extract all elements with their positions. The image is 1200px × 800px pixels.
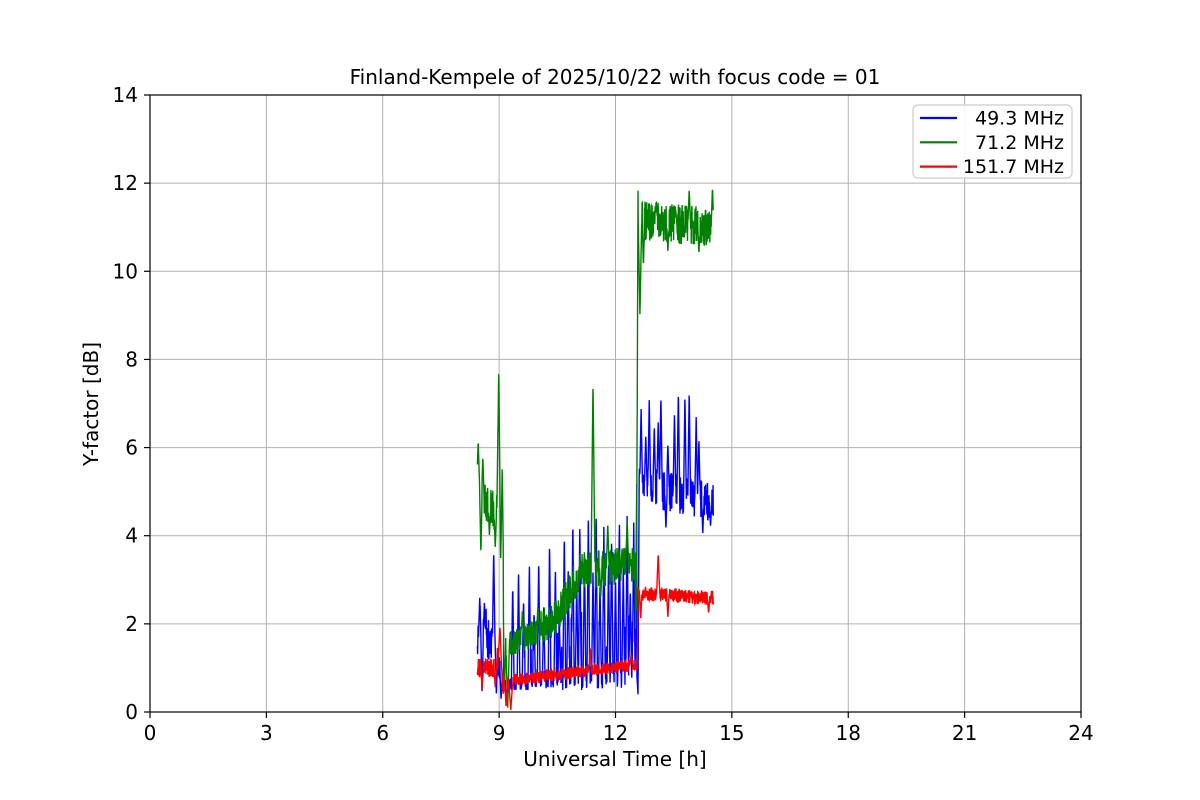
x-tick-label: 9 (493, 721, 506, 745)
x-tick-label: 21 (952, 721, 977, 745)
legend-box (912, 104, 1073, 179)
y-tick-label: 12 (113, 171, 138, 195)
x-tick-label: 15 (719, 721, 744, 745)
y-tick-label: 0 (125, 700, 138, 724)
x-tick-label: 12 (603, 721, 628, 745)
series-line-151.7-mhz (476, 555, 714, 710)
legend-label: 71.2 MHz (975, 132, 1064, 154)
y-tick-label: 8 (125, 347, 138, 371)
series-line-71.2-mhz (476, 189, 714, 708)
series-group (476, 189, 714, 710)
x-tick-label: 6 (376, 721, 389, 745)
x-axis-label: Universal Time [h] (523, 747, 706, 771)
x-tick-label: 0 (144, 721, 157, 745)
y-tick-label: 2 (125, 612, 138, 636)
y-tick-label: 14 (113, 83, 138, 107)
x-tick-label: 24 (1068, 721, 1093, 745)
y-axis-label: Y-factor [dB] (79, 342, 103, 467)
chart-title: Finland-Kempele of 2025/10/22 with focus… (350, 65, 881, 89)
y-tick-label: 6 (125, 436, 138, 460)
x-tick-label: 3 (260, 721, 273, 745)
y-tick-label: 4 (125, 524, 138, 548)
x-tick-label: 18 (836, 721, 861, 745)
y-tick-label: 10 (113, 259, 138, 283)
legend-label: 49.3 MHz (975, 108, 1064, 130)
legend-label: 151.7 MHz (963, 156, 1064, 178)
